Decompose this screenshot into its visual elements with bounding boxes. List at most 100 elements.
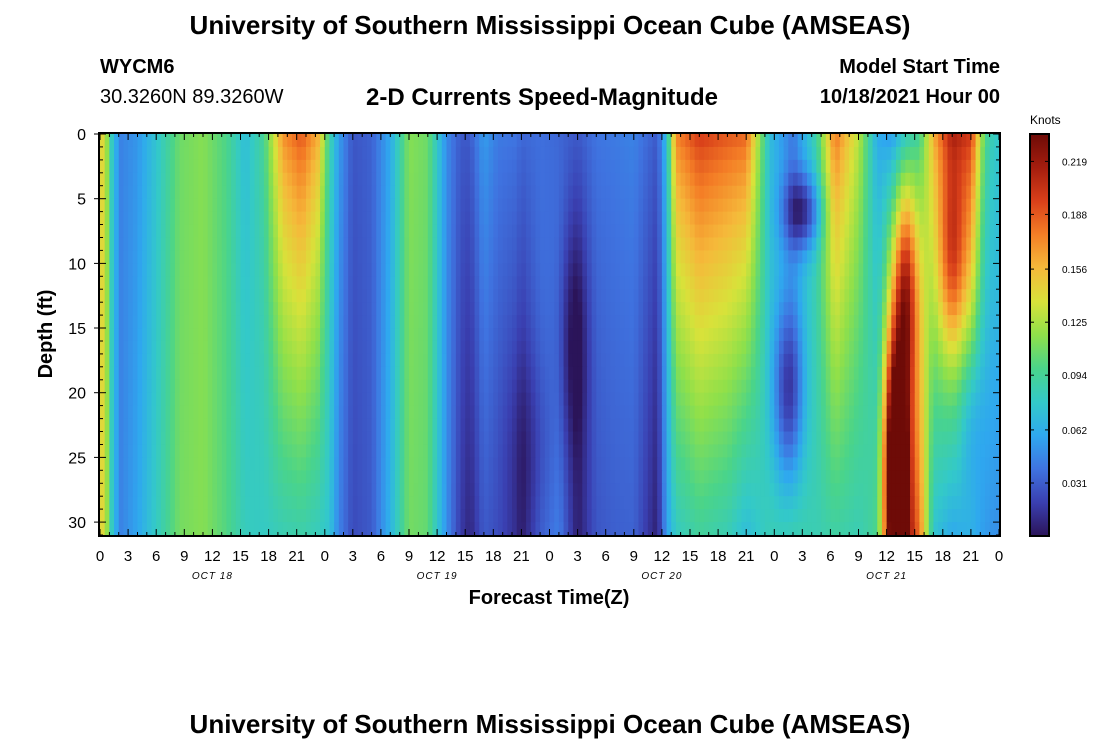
heatmap-cell (863, 159, 869, 174)
heatmap-cell (165, 250, 171, 264)
heatmap-cell (100, 340, 106, 355)
heatmap-cell (380, 211, 387, 226)
heatmap-cell (807, 457, 813, 471)
heatmap-cell (352, 211, 359, 226)
heatmap-cell (694, 379, 700, 394)
heatmap-cell (774, 159, 780, 174)
heatmap-cell (666, 172, 672, 187)
heatmap-cell (427, 340, 434, 355)
heatmap-cell (816, 211, 822, 226)
heatmap-cell (877, 146, 883, 161)
heatmap-cell (245, 159, 251, 174)
heatmap-cell (474, 444, 480, 458)
heatmap-cell (629, 237, 635, 252)
heatmap-cell (872, 134, 878, 148)
heatmap-cell (615, 250, 621, 264)
heatmap-cell (647, 340, 654, 355)
heatmap-cell (601, 159, 607, 174)
heatmap-cell (380, 250, 387, 264)
heatmap-cell (872, 289, 878, 303)
heatmap-cell (526, 457, 532, 471)
heatmap-cell (390, 353, 396, 368)
heatmap-cell (835, 198, 841, 213)
heatmap-cell (212, 315, 218, 329)
heatmap-cell (900, 444, 906, 458)
heatmap-cell (900, 340, 906, 355)
heatmap-cell (306, 392, 312, 407)
heatmap-cell (376, 134, 382, 148)
heatmap-cell (624, 431, 630, 446)
heatmap-cell (521, 198, 527, 213)
heatmap-cell (231, 315, 237, 329)
heatmap-cell (816, 353, 822, 368)
heatmap-cell (240, 315, 246, 329)
heatmap-cell (544, 211, 551, 226)
heatmap-cell (910, 353, 916, 368)
heatmap-cell (914, 159, 920, 174)
heatmap-cell (446, 366, 452, 381)
heatmap-cell (708, 198, 714, 213)
heatmap-cell (540, 172, 546, 187)
heatmap-cell (174, 146, 181, 161)
heatmap-cell (465, 172, 471, 187)
heatmap-cell (156, 392, 162, 407)
heatmap-cell (605, 353, 611, 368)
heatmap-cell (142, 276, 148, 290)
heatmap-cell (226, 302, 232, 316)
heatmap-cell (788, 211, 794, 226)
heatmap-cell (249, 392, 256, 407)
heatmap-cell (380, 172, 387, 187)
heatmap-cell (938, 211, 944, 226)
heatmap-cell (404, 146, 410, 161)
heatmap-cell (123, 315, 129, 329)
heatmap-cell (741, 392, 747, 407)
heatmap-cell (376, 146, 382, 161)
heatmap-cell (277, 315, 284, 329)
heatmap-cell (287, 353, 293, 368)
heatmap-cell (563, 211, 569, 226)
heatmap-cell (104, 198, 110, 213)
heatmap-cell (535, 263, 541, 277)
heatmap-cell (357, 418, 363, 433)
heatmap-cell (198, 366, 204, 381)
heatmap-cell (657, 224, 663, 239)
heatmap-cell (198, 289, 204, 303)
heatmap-cell (324, 405, 331, 420)
heatmap-cell (704, 366, 710, 381)
heatmap-cell (203, 172, 209, 187)
heatmap-cell (881, 328, 888, 342)
heatmap-cell (376, 315, 382, 329)
heatmap-cell (151, 315, 157, 329)
heatmap-cell (273, 457, 279, 471)
heatmap-cell (235, 315, 242, 329)
heatmap-cell (572, 185, 579, 200)
heatmap-cell (596, 237, 602, 252)
heatmap-cell (769, 146, 775, 161)
heatmap-cell (287, 405, 293, 420)
heatmap-cell (792, 379, 799, 394)
heatmap-cell (273, 172, 279, 187)
heatmap-cell (334, 198, 340, 213)
heatmap-cell (727, 418, 733, 433)
heatmap-cell (638, 224, 644, 239)
heatmap-cell (891, 315, 897, 329)
heatmap-cell (666, 366, 672, 381)
heatmap-cell (259, 134, 265, 148)
heatmap-cell (671, 366, 677, 381)
heatmap-cell (839, 457, 846, 471)
heatmap-cell (975, 353, 981, 368)
heatmap-cell (469, 444, 476, 458)
heatmap-cell (886, 289, 892, 303)
heatmap-cell (231, 431, 237, 446)
heatmap-cell (226, 146, 232, 161)
heatmap-cell (296, 224, 302, 239)
heatmap-cell (245, 224, 251, 239)
heatmap-cell (268, 224, 274, 239)
heatmap-cell (947, 237, 953, 252)
heatmap-cell (802, 366, 808, 381)
heatmap-cell (151, 276, 157, 290)
heatmap-cell (114, 457, 120, 471)
heatmap-cell (586, 353, 593, 368)
heatmap-cell (680, 353, 686, 368)
heatmap-cell (615, 302, 621, 316)
